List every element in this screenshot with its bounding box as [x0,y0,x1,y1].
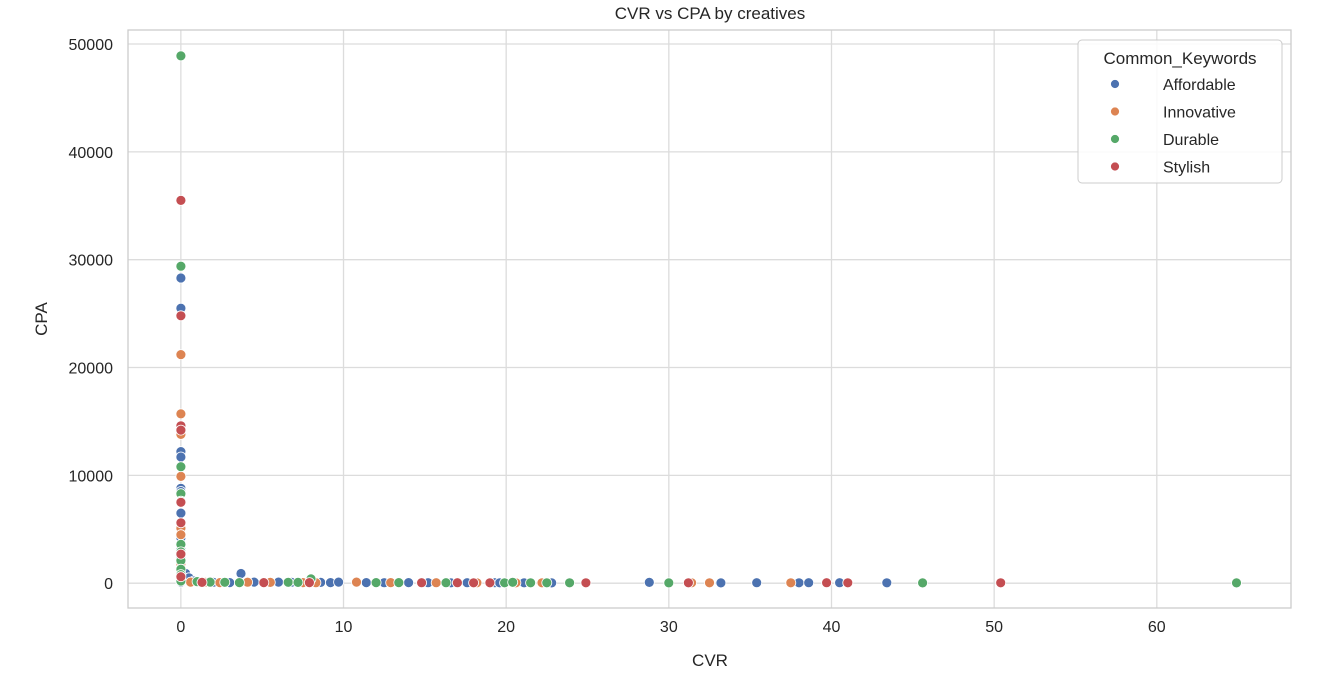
data-point [715,577,727,589]
data-point [175,408,187,420]
legend-box [1077,39,1283,184]
data-point [440,577,452,589]
data-point [704,577,715,589]
data-point [468,577,480,589]
data-point [351,576,362,588]
data-point [333,576,345,588]
data-point [564,577,575,589]
plot-frame [127,29,1292,609]
x-axis-label: CVR [692,651,728,670]
data-point [451,577,463,589]
data-point [370,577,382,588]
data-point [175,349,187,361]
data-point [235,568,247,579]
data-point [881,577,893,589]
data-point [751,577,763,589]
x-tick-label: 30 [660,619,678,636]
chart-title: CVR vs CPA by creatives [615,4,806,23]
data-point [175,424,187,436]
legend-marker [1110,161,1120,172]
data-point [541,577,553,589]
data-point [303,577,315,588]
x-tick-label: 50 [985,619,1003,636]
data-point [507,576,519,588]
legend-label: Durable [1163,132,1219,149]
data-point [175,260,187,272]
data-point [175,50,187,62]
data-point [175,272,187,284]
legend-marker [1110,134,1120,144]
x-tick-label: 10 [335,619,353,636]
legend-marker [1110,106,1120,117]
y-tick-label: 10000 [69,468,114,485]
data-point [360,577,372,588]
data-point [196,577,208,588]
data-point [842,577,854,589]
data-point [525,577,536,589]
data-point [175,470,187,482]
data-point [219,576,231,588]
y-tick-label: 0 [104,576,113,593]
data-point [175,194,187,206]
legend-items: Affordable Innovative Durable Stylish [1110,77,1236,177]
legend-label: Innovative [1163,105,1236,122]
data-point [175,461,187,473]
x-tick-label: 60 [1148,619,1166,636]
data-point [393,577,405,588]
legend: Common_Keywords Affordable Innovative Dura… [1077,39,1283,184]
legend-title: Common_Keywords [1103,49,1256,68]
data-point [416,577,428,589]
x-axis-ticks: 0 10 20 30 40 50 60 [176,619,1165,636]
data-point [803,577,815,589]
legend-label: Stylish [1163,160,1210,177]
data-point [484,577,496,589]
data-point [430,577,442,589]
data-point [292,577,304,588]
data-point [403,577,415,588]
data-point [175,529,187,541]
y-axis-ticks: 0 10000 20000 30000 40000 50000 [69,37,114,593]
y-tick-label: 20000 [69,361,114,378]
data-point [175,496,187,508]
y-tick-label: 50000 [69,37,114,54]
data-points [175,50,1242,589]
data-point [175,517,187,529]
data-point [580,577,592,589]
legend-label: Affordable [1163,77,1236,94]
y-axis-label: CPA [32,301,51,335]
y-tick-label: 30000 [69,253,114,270]
x-tick-label: 0 [176,619,185,636]
data-point [233,577,245,588]
data-point [683,577,694,589]
data-point [175,451,187,463]
data-point [175,548,187,560]
data-point [1231,577,1242,589]
data-point [643,577,655,588]
x-tick-label: 40 [823,619,841,636]
legend-marker [1110,79,1120,89]
data-point [175,310,187,322]
data-point [995,577,1007,589]
y-tick-label: 40000 [69,145,114,162]
data-point [175,507,187,519]
data-point [175,571,187,583]
data-point [258,577,270,588]
data-point [917,577,928,589]
x-tick-label: 20 [497,619,515,636]
data-point [663,577,675,589]
data-point [785,577,797,589]
data-point [821,577,832,589]
data-point [282,576,294,588]
